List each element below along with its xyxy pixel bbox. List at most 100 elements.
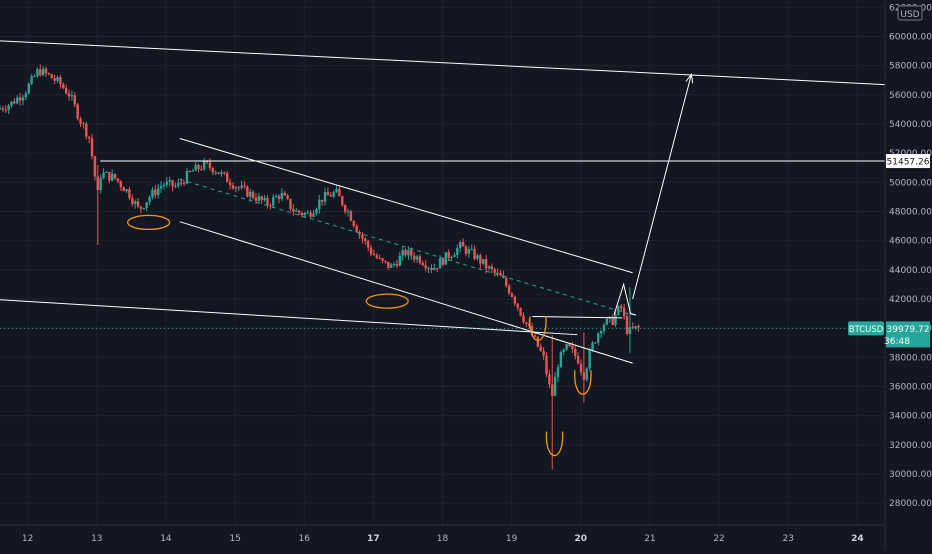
candle-body <box>622 308 626 317</box>
trend-line[interactable] <box>0 40 886 86</box>
candle-body <box>461 241 465 247</box>
drawings <box>0 40 886 457</box>
candle-body <box>16 97 19 104</box>
candle-body <box>329 195 332 197</box>
candle-body <box>257 196 261 201</box>
candle-body <box>637 326 640 328</box>
candle-body <box>602 324 606 331</box>
x-tick-label: 20 <box>575 534 588 544</box>
candle-body <box>62 84 65 89</box>
price-level-label: 51457.26 <box>887 158 930 168</box>
candle-body <box>536 336 540 347</box>
highlight-ellipse[interactable] <box>127 214 171 231</box>
candle-body <box>505 277 508 286</box>
candle-body <box>295 210 298 212</box>
candle-body <box>562 349 565 352</box>
candle-body <box>312 213 315 217</box>
candle-body <box>10 101 13 106</box>
candle-body <box>188 171 192 173</box>
candle-body <box>240 185 243 188</box>
candle-body <box>323 192 327 202</box>
candle-body <box>438 258 442 269</box>
x-tick-label: 12 <box>22 534 33 544</box>
trend-line[interactable] <box>0 299 578 336</box>
candle-body <box>585 368 588 380</box>
candle-body <box>479 255 482 264</box>
candle-body <box>525 322 528 324</box>
candle-body <box>243 185 246 187</box>
candle-body <box>27 83 30 94</box>
candle-body <box>136 201 140 207</box>
candle-body <box>44 68 48 74</box>
candle-body <box>122 187 125 192</box>
candle-body <box>553 376 557 396</box>
candle-body <box>433 268 436 271</box>
candle-body <box>64 88 68 94</box>
candle-body <box>113 173 117 179</box>
candle-body <box>372 253 376 256</box>
candle-body <box>168 180 171 182</box>
candle-body <box>473 248 476 259</box>
x-tick-label: 17 <box>367 534 380 544</box>
highlight-cup[interactable] <box>574 370 592 395</box>
candle-body <box>470 248 473 250</box>
candle-body <box>205 160 209 163</box>
candle-body <box>611 316 614 325</box>
trend-line[interactable] <box>532 315 623 319</box>
candle-body <box>70 95 74 97</box>
currency-badge[interactable]: USD <box>897 5 923 21</box>
candle-body <box>364 238 367 242</box>
candle-body <box>162 184 166 187</box>
channel-midline[interactable] <box>179 178 633 316</box>
arrow-head <box>685 73 694 84</box>
candle-body <box>424 265 427 269</box>
candle-body <box>444 252 448 265</box>
y-tick-label: 46000.00 <box>889 237 932 247</box>
candle-body <box>349 211 353 221</box>
candle-body <box>487 266 491 269</box>
candle-body <box>234 187 238 189</box>
candle-body <box>597 333 600 343</box>
candle-body <box>421 263 425 266</box>
highlight-cup[interactable] <box>545 431 564 457</box>
candle-body <box>156 188 160 195</box>
candle-body <box>453 254 456 257</box>
candle-body <box>128 189 131 199</box>
candle-body <box>343 205 347 212</box>
candle-body <box>203 160 206 170</box>
candle-body <box>231 185 235 189</box>
wedge-drawing[interactable] <box>613 282 637 316</box>
candle-body <box>108 171 111 181</box>
candle-body <box>185 171 189 184</box>
candle-body <box>251 191 255 198</box>
candle-body <box>407 249 410 256</box>
candle-body <box>381 258 384 261</box>
candle-body <box>0 108 2 110</box>
target-arrow[interactable] <box>632 74 692 300</box>
candle-body <box>392 263 396 265</box>
candle-body <box>131 198 134 204</box>
x-tick-label: 15 <box>229 534 240 544</box>
candle-body <box>516 303 519 308</box>
highlight-cup[interactable] <box>529 316 547 341</box>
y-tick-label: 50000.00 <box>889 178 932 188</box>
y-tick-label: 48000.00 <box>889 207 932 217</box>
candle-body <box>401 250 404 256</box>
candle-body <box>556 367 560 377</box>
candle-body <box>389 264 393 268</box>
candle-body <box>522 315 525 323</box>
highlight-ellipse[interactable] <box>365 293 409 309</box>
candle-body <box>269 205 272 207</box>
candle-body <box>36 69 39 76</box>
time-axis[interactable]: 12 13 14 15 16 17 18 19 20 21 22 23 24 <box>0 524 885 544</box>
candle-body <box>634 326 637 329</box>
candle-body <box>576 356 580 364</box>
candle-body <box>277 196 281 199</box>
candle-body <box>482 259 485 264</box>
candle-body <box>125 189 128 192</box>
candle-body <box>559 351 563 368</box>
candle-body <box>182 182 186 184</box>
trend-line[interactable] <box>179 221 633 364</box>
